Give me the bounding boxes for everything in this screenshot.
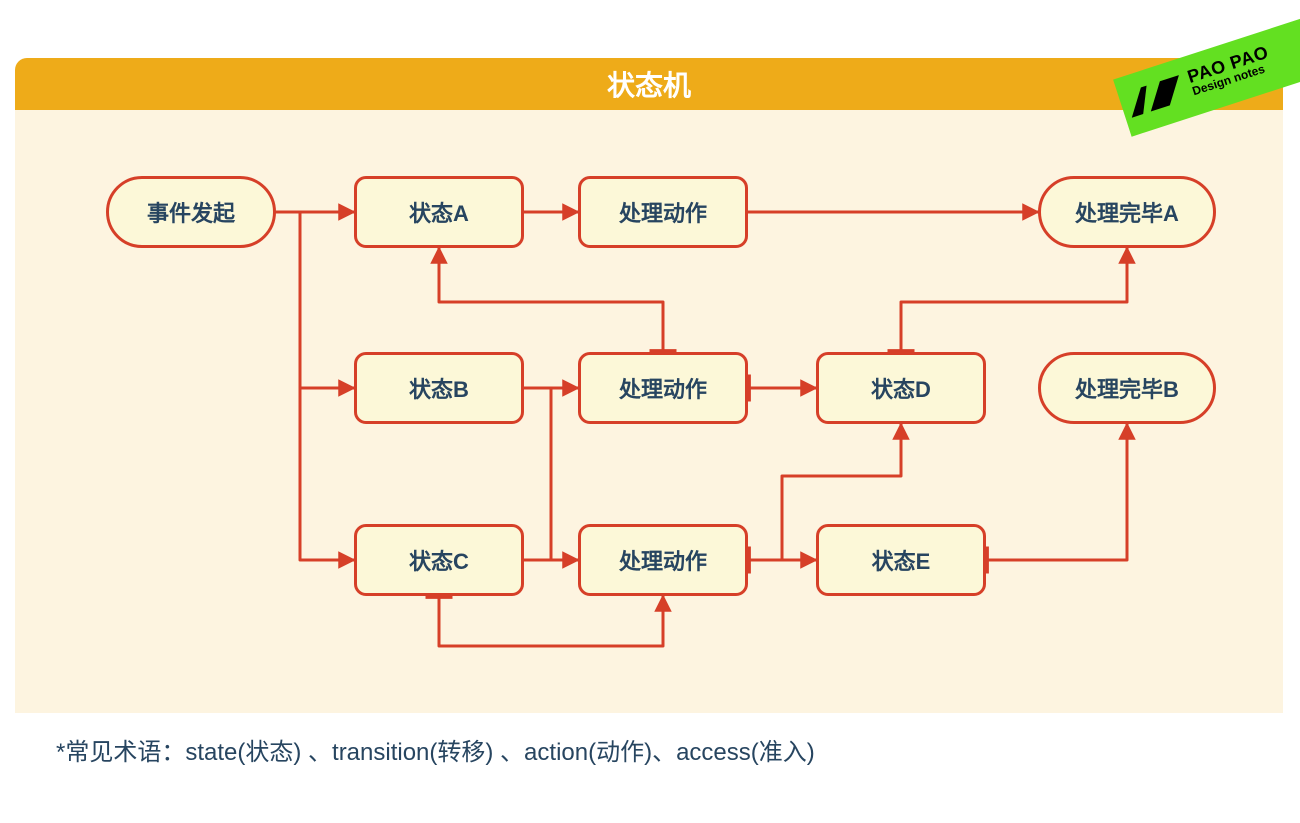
node-act2: 处理动作 (578, 352, 748, 424)
node-stateA: 状态A (354, 176, 524, 248)
node-act1: 处理动作 (578, 176, 748, 248)
node-start: 事件发起 (106, 176, 276, 248)
node-doneA: 处理完毕A (1038, 176, 1216, 248)
node-stateD: 状态D (816, 352, 986, 424)
node-stateE: 状态E (816, 524, 986, 596)
node-act3: 处理动作 (578, 524, 748, 596)
footnote-text: *常见术语：state(状态) 、transition(转移) 、action(… (56, 732, 815, 767)
header-bar: 状态机 (15, 58, 1283, 110)
diagram-canvas: { "page": { "width": 1300, "height": 823… (0, 0, 1300, 823)
brand-logo-icon (1123, 73, 1189, 120)
node-doneB: 处理完毕B (1038, 352, 1216, 424)
node-stateC: 状态C (354, 524, 524, 596)
header-title: 状态机 (607, 64, 691, 104)
node-stateB: 状态B (354, 352, 524, 424)
